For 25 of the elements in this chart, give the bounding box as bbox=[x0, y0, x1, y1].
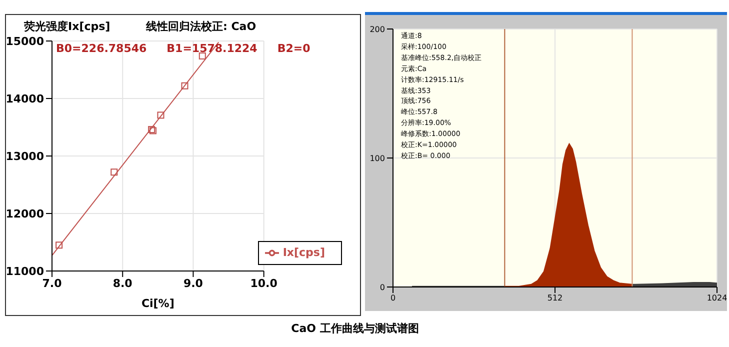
x-tick-label: 10.0 bbox=[250, 276, 278, 290]
point bbox=[56, 242, 63, 249]
point bbox=[157, 112, 164, 119]
x-tick-label: 8.0 bbox=[112, 276, 133, 290]
y-tick-label: 15000 bbox=[6, 34, 44, 48]
annotation: B0=226.78546 bbox=[56, 42, 147, 55]
y-tick-label: 11000 bbox=[6, 264, 44, 278]
x-tick-label: 9.0 bbox=[183, 276, 204, 290]
text: CaO 工作曲线与测试谱图 bbox=[290, 321, 420, 336]
x-tick-label: 1024 bbox=[706, 294, 728, 303]
legend-label: Ix[cps] bbox=[282, 246, 325, 260]
text: B2=0 bbox=[277, 42, 310, 55]
x-tick-label: 512 bbox=[547, 294, 563, 303]
chart-title: 线性回归法校正: CaO bbox=[146, 19, 256, 34]
point bbox=[110, 168, 118, 176]
y-tick-label: 13000 bbox=[6, 150, 44, 163]
y-tick-label: 100 bbox=[370, 154, 385, 163]
point bbox=[181, 82, 188, 90]
y-axis-title: 荧光强度Ix[cps] bbox=[24, 19, 110, 34]
y-tick-label: 12000 bbox=[6, 207, 44, 220]
x-tick-label: 7.0 bbox=[42, 276, 62, 290]
y-tick-label: 14000 bbox=[6, 92, 44, 106]
y-tick-label: 200 bbox=[370, 24, 385, 34]
x-axis-title: Ci[%] bbox=[141, 297, 174, 310]
x-tick-label: 0 bbox=[390, 294, 396, 303]
